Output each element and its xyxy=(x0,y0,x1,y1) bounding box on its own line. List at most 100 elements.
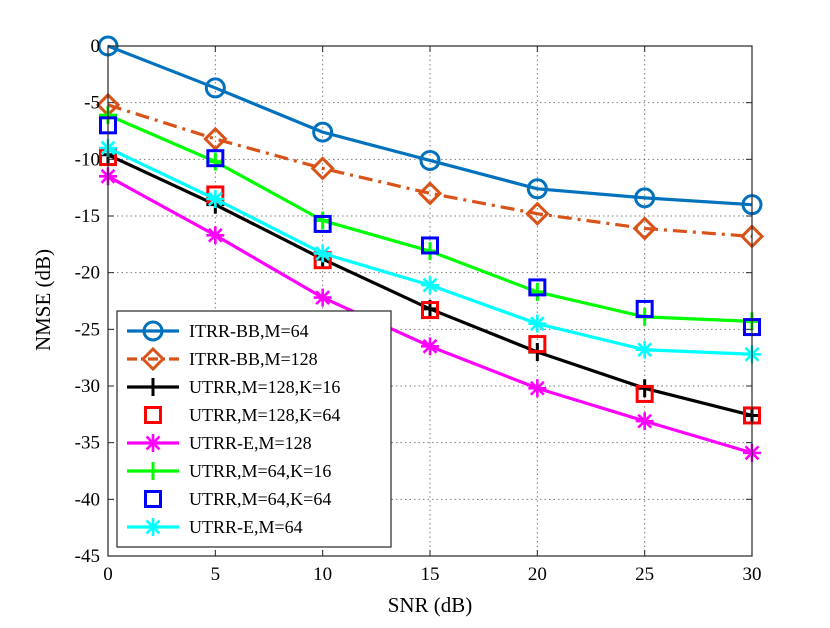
legend-label: UTRR-E,M=64 xyxy=(189,517,303,537)
data-point xyxy=(635,412,654,431)
x-tick-label: 5 xyxy=(211,564,221,585)
legend-entry: UTRR,M=64,K=64 xyxy=(144,489,331,509)
marker-asterisk-d2 xyxy=(315,246,331,261)
y-tick-label: -15 xyxy=(75,206,100,227)
data-point xyxy=(421,337,439,356)
y-tick-label: 0 xyxy=(91,36,101,57)
marker-square xyxy=(144,490,162,508)
marker-asterisk-d2 xyxy=(315,290,331,305)
legend-entry: UTRR-E,M=64 xyxy=(127,517,303,537)
marker-asterisk-d2 xyxy=(637,342,653,358)
marker-circle xyxy=(634,187,656,209)
legend-entry: UTRR,M=128,K=16 xyxy=(127,377,340,397)
marker-asterisk-d2 xyxy=(422,338,438,354)
data-point xyxy=(206,149,225,168)
data-point xyxy=(313,214,332,233)
x-tick-label: 10 xyxy=(313,564,332,585)
legend-marker xyxy=(144,490,162,508)
marker-square xyxy=(528,335,547,354)
legend-label: UTRR-E,M=128 xyxy=(189,433,312,453)
marker-circle xyxy=(419,149,441,171)
marker-circle xyxy=(312,121,334,143)
marker-asterisk-d2 xyxy=(637,413,653,429)
marker-asterisk-d2 xyxy=(207,227,223,243)
y-axis-label: NMSE (dB) xyxy=(31,249,55,351)
data-point xyxy=(206,226,225,245)
marker-asterisk-d2 xyxy=(145,435,161,451)
data-point xyxy=(313,288,332,307)
marker-circle xyxy=(204,77,226,99)
data-point xyxy=(313,244,332,263)
data-point xyxy=(421,301,439,320)
y-tick-label: -25 xyxy=(75,319,100,340)
marker-square xyxy=(421,301,439,320)
legend-box xyxy=(116,310,392,548)
x-tick-label: 20 xyxy=(528,564,547,585)
data-point xyxy=(635,340,654,359)
legend-marker xyxy=(144,406,162,424)
tick-labels: 0 5 10 15 20 25 30 0 -5 -10 -15 -20 -25 -30 -35 -40 -45 xyxy=(75,36,762,585)
marker-square xyxy=(421,236,439,255)
y-tick-label: -40 xyxy=(75,489,100,510)
x-tick-label: 15 xyxy=(421,564,440,585)
series-line xyxy=(107,103,753,238)
legend-label: UTRR,M=128,K=64 xyxy=(189,405,340,425)
marker-asterisk-d2 xyxy=(529,380,545,396)
series-line xyxy=(107,44,753,207)
marker-diamond xyxy=(417,181,443,206)
y-tick-label: -10 xyxy=(75,149,100,170)
x-axis-label: SNR (dB) xyxy=(388,593,473,617)
marker-square xyxy=(144,406,162,424)
legend-marker xyxy=(144,518,162,536)
legend-entry: ITRR-BB,M=128 xyxy=(127,346,318,372)
marker-square xyxy=(313,214,332,233)
legend-entry: UTRR-E,M=128 xyxy=(127,433,312,453)
data-point xyxy=(528,335,547,354)
legend-label: ITRR-BB,M=64 xyxy=(189,321,309,341)
data-point xyxy=(635,299,654,318)
data-point xyxy=(203,126,228,152)
legend-label: UTRR,M=128,K=16 xyxy=(189,377,340,397)
y-tick-label: -5 xyxy=(84,93,100,114)
marker-asterisk-d2 xyxy=(529,316,545,332)
legend-marker xyxy=(144,378,162,396)
data-point xyxy=(206,190,225,208)
data-point xyxy=(632,216,657,241)
series-0 xyxy=(97,35,763,216)
marker-asterisk-d2 xyxy=(207,191,223,207)
marker-square xyxy=(635,384,654,403)
legend-label: UTRR,M=64,K=16 xyxy=(189,461,331,481)
legend-marker xyxy=(142,320,164,342)
y-tick-label: -30 xyxy=(75,376,100,397)
marker-circle xyxy=(142,320,164,342)
marker-asterisk-d2 xyxy=(145,519,161,535)
marker-diamond xyxy=(203,126,228,152)
legend-marker xyxy=(140,346,166,372)
marker-circle xyxy=(526,178,548,200)
marker-diamond xyxy=(525,201,550,226)
legend-label: ITRR-BB,M=128 xyxy=(189,349,318,369)
data-point xyxy=(421,276,439,295)
marker-diamond xyxy=(632,216,657,241)
legend: ITRR-BB,M=64 ITRR-BB,M=128 UTRR,M=128,K=16… xyxy=(116,310,392,548)
legend-entry: UTRR,M=64,K=16 xyxy=(127,461,331,481)
x-tick-label: 30 xyxy=(743,564,762,585)
legend-entry: UTRR,M=128,K=64 xyxy=(144,405,340,425)
data-point xyxy=(528,379,547,398)
data-point xyxy=(525,201,550,226)
data-point xyxy=(419,149,441,171)
data-point xyxy=(421,236,439,255)
data-point xyxy=(634,187,656,209)
x-tick-label: 0 xyxy=(103,564,113,585)
x-tick-label: 25 xyxy=(635,564,654,585)
data-point xyxy=(417,181,443,206)
data-point xyxy=(310,156,335,181)
y-tick-label: -45 xyxy=(75,546,100,567)
legend-label: UTRR,M=64,K=64 xyxy=(189,489,331,509)
data-point xyxy=(528,278,547,297)
y-tick-label: -35 xyxy=(75,433,100,454)
legend-marker xyxy=(144,462,162,480)
marker-square xyxy=(206,149,225,168)
data-point xyxy=(528,314,547,333)
